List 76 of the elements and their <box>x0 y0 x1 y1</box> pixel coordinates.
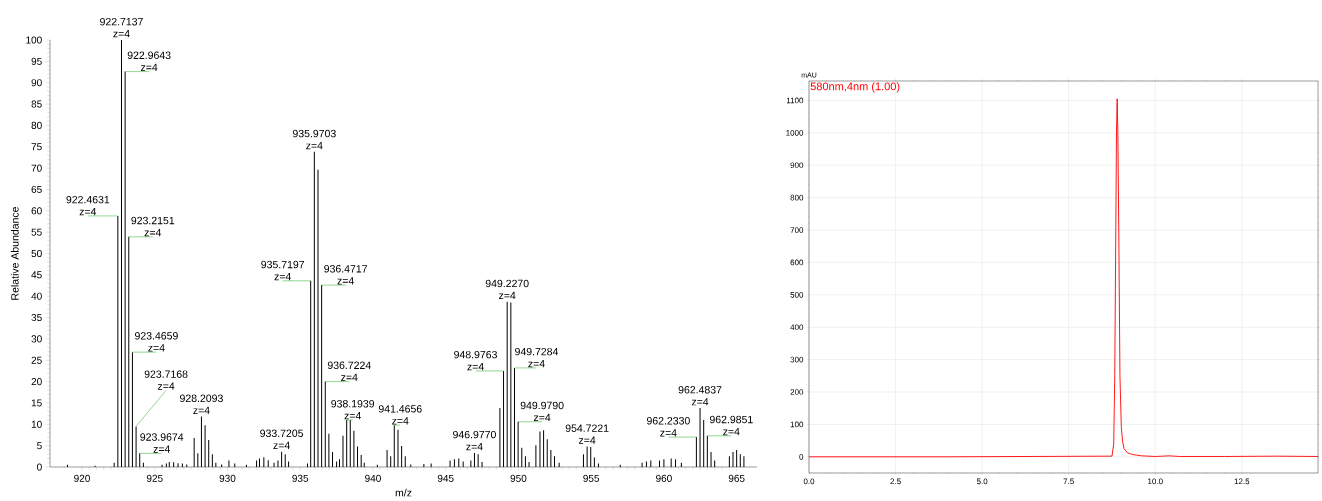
x-axis-title: m/z <box>395 488 412 497</box>
y-tick-label: 95 <box>31 57 42 65</box>
annotation: 923.9674 z=4 <box>140 433 184 453</box>
annotation: 923.7168 z=4 <box>144 370 188 390</box>
y-tick-label: 15 <box>31 399 42 407</box>
y-tick-label: 25 <box>31 356 42 364</box>
annotation: 933.7205 z=4 <box>260 429 304 449</box>
x-tick-label: 2.5 <box>890 478 901 485</box>
x-tick-label: 5.0 <box>976 478 988 485</box>
y-tick-label: 30 <box>31 335 42 343</box>
y-tick-label: 90 <box>31 79 42 87</box>
x-tick-label: 7.5 <box>1063 478 1074 485</box>
x-tick-label: 960 <box>656 474 672 482</box>
x-tick-label: 955 <box>583 474 600 482</box>
annotation: 949.7284 z=4 <box>515 347 559 368</box>
x-tick-label: 0.0 <box>803 478 815 485</box>
y-tick-label: 40 <box>31 292 42 300</box>
y-tick-label: 300 <box>790 356 804 363</box>
annotation: 954.7221 z=4 <box>565 424 609 444</box>
y-tick-label: 70 <box>31 164 42 172</box>
y-tick-label: 500 <box>790 291 804 298</box>
x-tick-label: 965 <box>728 474 745 482</box>
annotation: 936.4717 z=4 <box>324 265 367 285</box>
annotation: 935.9703 z=4 <box>292 129 336 150</box>
annotation: 949.2270 z=4 <box>485 279 529 300</box>
y-tick-label: 45 <box>31 271 42 279</box>
text: 580nm,4nm (1.00) <box>810 82 900 93</box>
y-tick-label: 0 <box>799 453 804 460</box>
annotation: 922.9643 z=4 <box>127 51 171 71</box>
y-tick-label: 400 <box>790 324 804 331</box>
annotation: 928.2093 z=4 <box>180 394 223 414</box>
y-tick-label: 60 <box>31 207 42 215</box>
y-tick-label: 900 <box>790 162 804 169</box>
annotation: 948.9763 z=4 <box>454 350 497 371</box>
annotation: 936.7224 z=4 <box>327 361 371 381</box>
y-tick-label: 10 <box>31 420 42 428</box>
annotation: 935.7197 z=4 <box>261 260 305 281</box>
annotation: 962.9851 z=4 <box>709 415 753 436</box>
y-tick-label: 200 <box>790 389 804 395</box>
y-tick-label: 85 <box>31 100 42 108</box>
y-tick-label: 35 <box>31 314 42 322</box>
y-tick-label: 100 <box>790 421 804 428</box>
x-tick-label: 950 <box>510 474 527 482</box>
annotation: 923.2151 z=4 <box>131 216 175 237</box>
y-tick-label: 55 <box>31 228 42 236</box>
y-tick-label: 20 <box>31 378 42 386</box>
annotation: 949.9790 z=4 <box>520 401 564 422</box>
y-tick-label: 65 <box>31 185 42 193</box>
annotation: 941.4656 z=4 <box>378 405 422 425</box>
y-tick-label: 700 <box>790 227 804 233</box>
annotation: 962.4837 z=4 <box>678 386 722 406</box>
x-tick-label: 930 <box>219 474 236 482</box>
y-tick-label: 100 <box>26 36 42 44</box>
annotation: 962.2330 z=4 <box>646 417 690 437</box>
annotation: 923.4659 z=4 <box>135 332 178 352</box>
x-tick-label: 12.5 <box>1234 478 1250 485</box>
y-tick-label: 600 <box>790 259 804 266</box>
y-axis-title: Relative Abundance <box>10 207 19 300</box>
y-tick-label: 50 <box>31 249 42 258</box>
x-tick-label: 940 <box>365 474 381 482</box>
y-tick-label: 75 <box>31 143 42 151</box>
annotation: 938.1939 z=4 <box>331 400 375 420</box>
x-tick-label: 935 <box>292 474 309 482</box>
y-tick-label: 1100 <box>786 97 804 104</box>
y-tick-label: 5 <box>37 442 42 450</box>
annotation: 922.4631 z=4 <box>66 195 110 216</box>
x-tick-label: 925 <box>146 474 163 482</box>
x-tick-label: 920 <box>74 474 90 482</box>
annotation: 922.7137 z=4 <box>100 17 143 38</box>
y-tick-label: 0 <box>37 463 42 471</box>
annotation: 946.9770 z=4 <box>453 430 496 451</box>
x-tick-label: 945 <box>437 474 454 482</box>
y-tick-label: 1000 <box>786 130 804 136</box>
x-tick-label: 10.0 <box>1148 478 1163 485</box>
y-tick-label: 80 <box>31 121 42 129</box>
y-tick-label: 800 <box>790 194 804 201</box>
